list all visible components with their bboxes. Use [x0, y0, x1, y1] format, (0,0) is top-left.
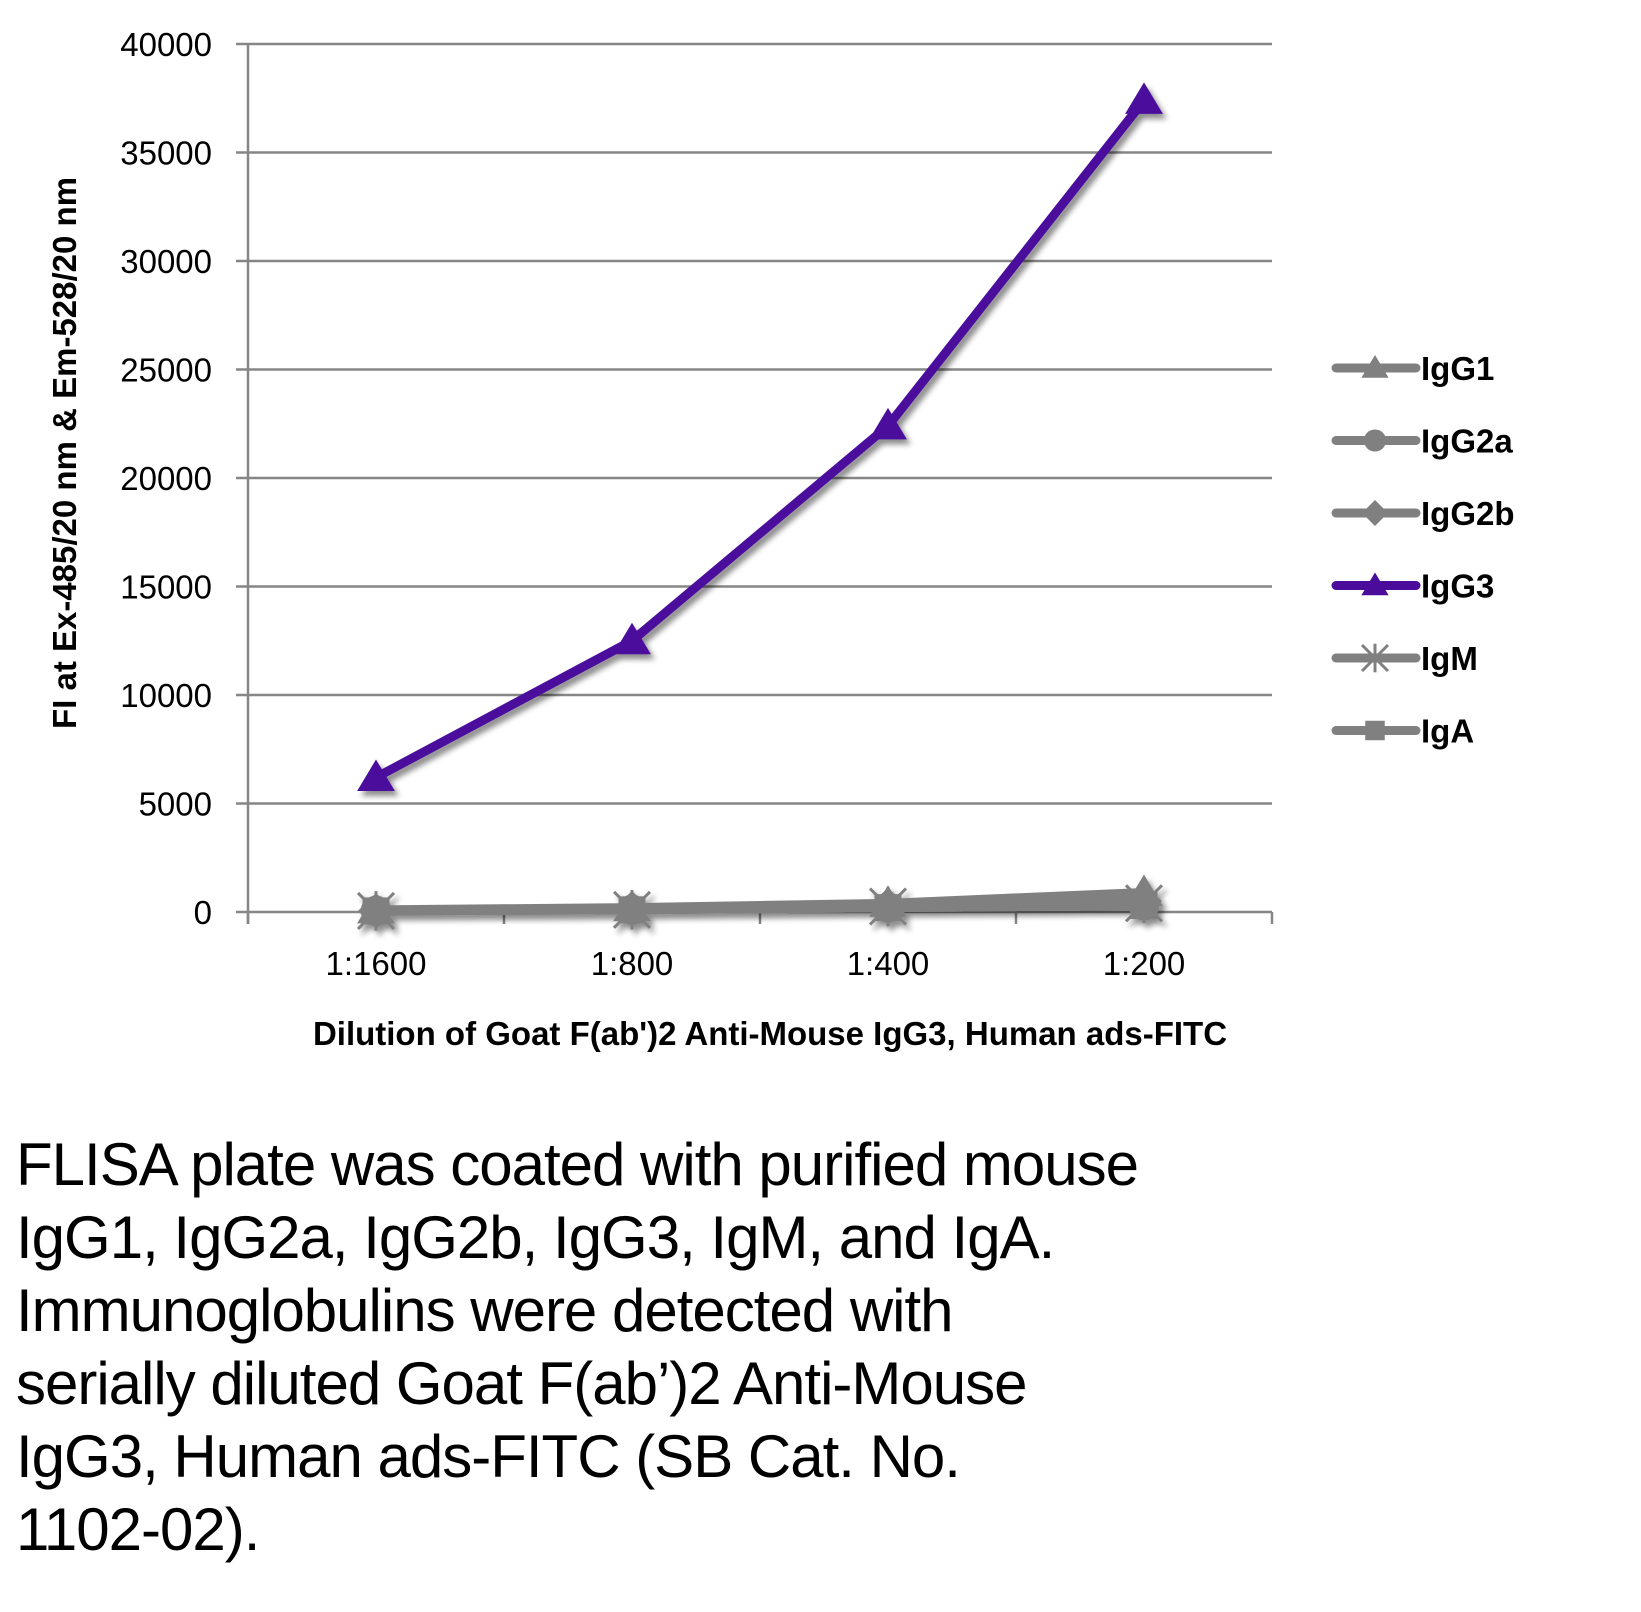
- legend-label: IgG2a: [1421, 423, 1513, 460]
- data-point: [1125, 82, 1163, 114]
- legend-item: IgG2b: [1331, 495, 1515, 532]
- y-tick-label: 30000: [120, 243, 212, 280]
- axes: [236, 44, 1274, 924]
- x-tick-label: 1:400: [847, 945, 930, 982]
- legend-marker-icon: [1365, 720, 1385, 741]
- data-point: [869, 407, 907, 440]
- caption-line: FLISA plate was coated with purified mou…: [16, 1131, 1139, 1198]
- y-tick-label: 25000: [120, 352, 212, 389]
- legend-item: IgM: [1331, 640, 1478, 677]
- y-axis-title: FI at Ex-485/20 nm & Em-528/20 nm: [46, 177, 83, 729]
- data-point: [362, 897, 390, 925]
- legend-marker-icon: [1363, 429, 1387, 452]
- grid-lines: [236, 42, 1272, 805]
- legend-marker-icon: [1362, 500, 1388, 526]
- data-point: [874, 894, 902, 922]
- legend-marker-icon: [1360, 643, 1390, 673]
- x-axis-title: Dilution of Goat F(ab')2 Anti-Mouse IgG3…: [313, 1015, 1227, 1052]
- caption-line: 1102-02).: [16, 1496, 260, 1563]
- series-iga: [362, 891, 1158, 925]
- y-tick-label: 40000: [120, 26, 212, 63]
- data-point: [613, 622, 651, 655]
- y-tick-label: 0: [194, 894, 212, 931]
- caption-line: serially diluted Goat F(ab’)2 Anti-Mouse: [16, 1350, 1027, 1417]
- x-tick-labels: 1:1600 1:800 1:400 1:200: [326, 945, 1186, 982]
- data-point: [357, 759, 395, 791]
- legend-label: IgG1: [1421, 350, 1494, 387]
- data-point: [618, 896, 646, 924]
- figure-caption: FLISA plate was coated with purified mou…: [16, 1128, 1616, 1566]
- y-tick-label: 5000: [139, 786, 212, 823]
- legend-item: IgG3: [1331, 568, 1494, 605]
- legend-item: IgA: [1331, 713, 1474, 750]
- x-tick-label: 1:800: [591, 945, 674, 982]
- caption-line: Immunoglobulins were detected with: [16, 1277, 954, 1344]
- legend-item: IgG1: [1331, 350, 1494, 387]
- y-tick-labels: 0 5000 10000 15000 20000 25000 30000 35000 40000: [120, 26, 212, 931]
- legend-marker-icon: [1361, 572, 1389, 596]
- y-tick-label: 20000: [120, 460, 212, 497]
- caption-line: IgG3, Human ads-FITC (SB Cat. No.: [16, 1423, 961, 1490]
- legend: IgG1 IgG2a IgG2b IgG3 IgM IgA: [1331, 350, 1515, 750]
- x-tick-label: 1:200: [1103, 945, 1186, 982]
- series-igg3: [357, 82, 1163, 791]
- caption-line: IgG1, IgG2a, IgG2b, IgG3, IgM, and IgA.: [16, 1204, 1055, 1271]
- x-tick-label: 1:1600: [326, 945, 427, 982]
- legend-label: IgM: [1421, 640, 1478, 677]
- legend-marker-icon: [1361, 355, 1389, 378]
- y-tick-label: 15000: [120, 569, 212, 606]
- legend-label: IgG3: [1421, 568, 1494, 605]
- legend-label: IgG2b: [1421, 495, 1515, 532]
- series-line: [371, 95, 1149, 782]
- y-tick-label: 35000: [120, 135, 212, 172]
- chart: 0 5000 10000 15000 20000 25000 30000 35000 40000…: [46, 26, 1515, 1052]
- series-line: [371, 900, 1149, 916]
- legend-item: IgG2a: [1331, 423, 1513, 460]
- series: [356, 82, 1164, 931]
- y-tick-label: 10000: [120, 677, 212, 714]
- legend-label: IgA: [1421, 713, 1474, 750]
- data-point: [1130, 891, 1158, 919]
